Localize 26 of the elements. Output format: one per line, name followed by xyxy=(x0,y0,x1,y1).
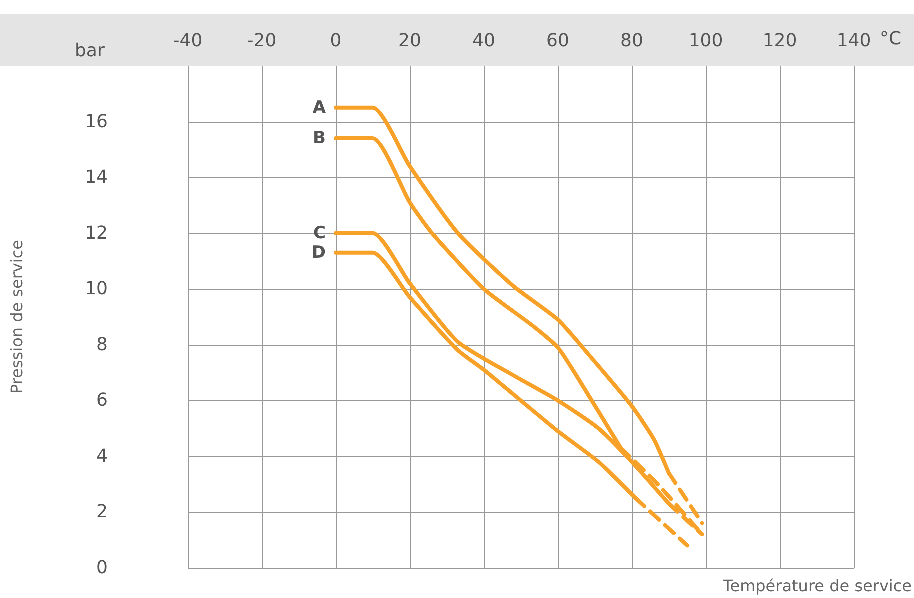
text: bar xyxy=(75,40,106,62)
x-tick-label: 0 xyxy=(330,30,342,52)
x-tick-label: 40 xyxy=(472,30,496,52)
x-axis-title: Température de service xyxy=(722,576,912,596)
x-tick-label: -20 xyxy=(247,30,277,52)
text: °C xyxy=(880,28,902,50)
x-tick-label: 80 xyxy=(620,30,644,52)
y-axis-title: Pression de service xyxy=(8,240,26,394)
series-label: B xyxy=(313,128,326,149)
y-tick-label: 2 xyxy=(96,502,108,523)
series-label: A xyxy=(312,98,327,118)
y-tick-label: 4 xyxy=(96,446,108,467)
series-label: D xyxy=(312,242,326,263)
x-tick-label: -40 xyxy=(173,30,203,52)
x-tick-label: 20 xyxy=(398,30,422,52)
y-tick-label: 14 xyxy=(85,167,108,188)
y-tick-label: 16 xyxy=(85,111,108,132)
y-tick-label: 10 xyxy=(85,278,108,300)
x-tick-label: 60 xyxy=(546,30,570,52)
y-tick-label: 0 xyxy=(96,558,108,578)
y-tick-label: 6 xyxy=(96,390,108,412)
x-tick-label: 100 xyxy=(688,30,724,52)
y-tick-label: 8 xyxy=(96,334,108,356)
x-tick-label: 120 xyxy=(762,30,798,52)
x-tick-label: 140 xyxy=(836,30,872,52)
y-tick-label: 12 xyxy=(85,222,108,244)
